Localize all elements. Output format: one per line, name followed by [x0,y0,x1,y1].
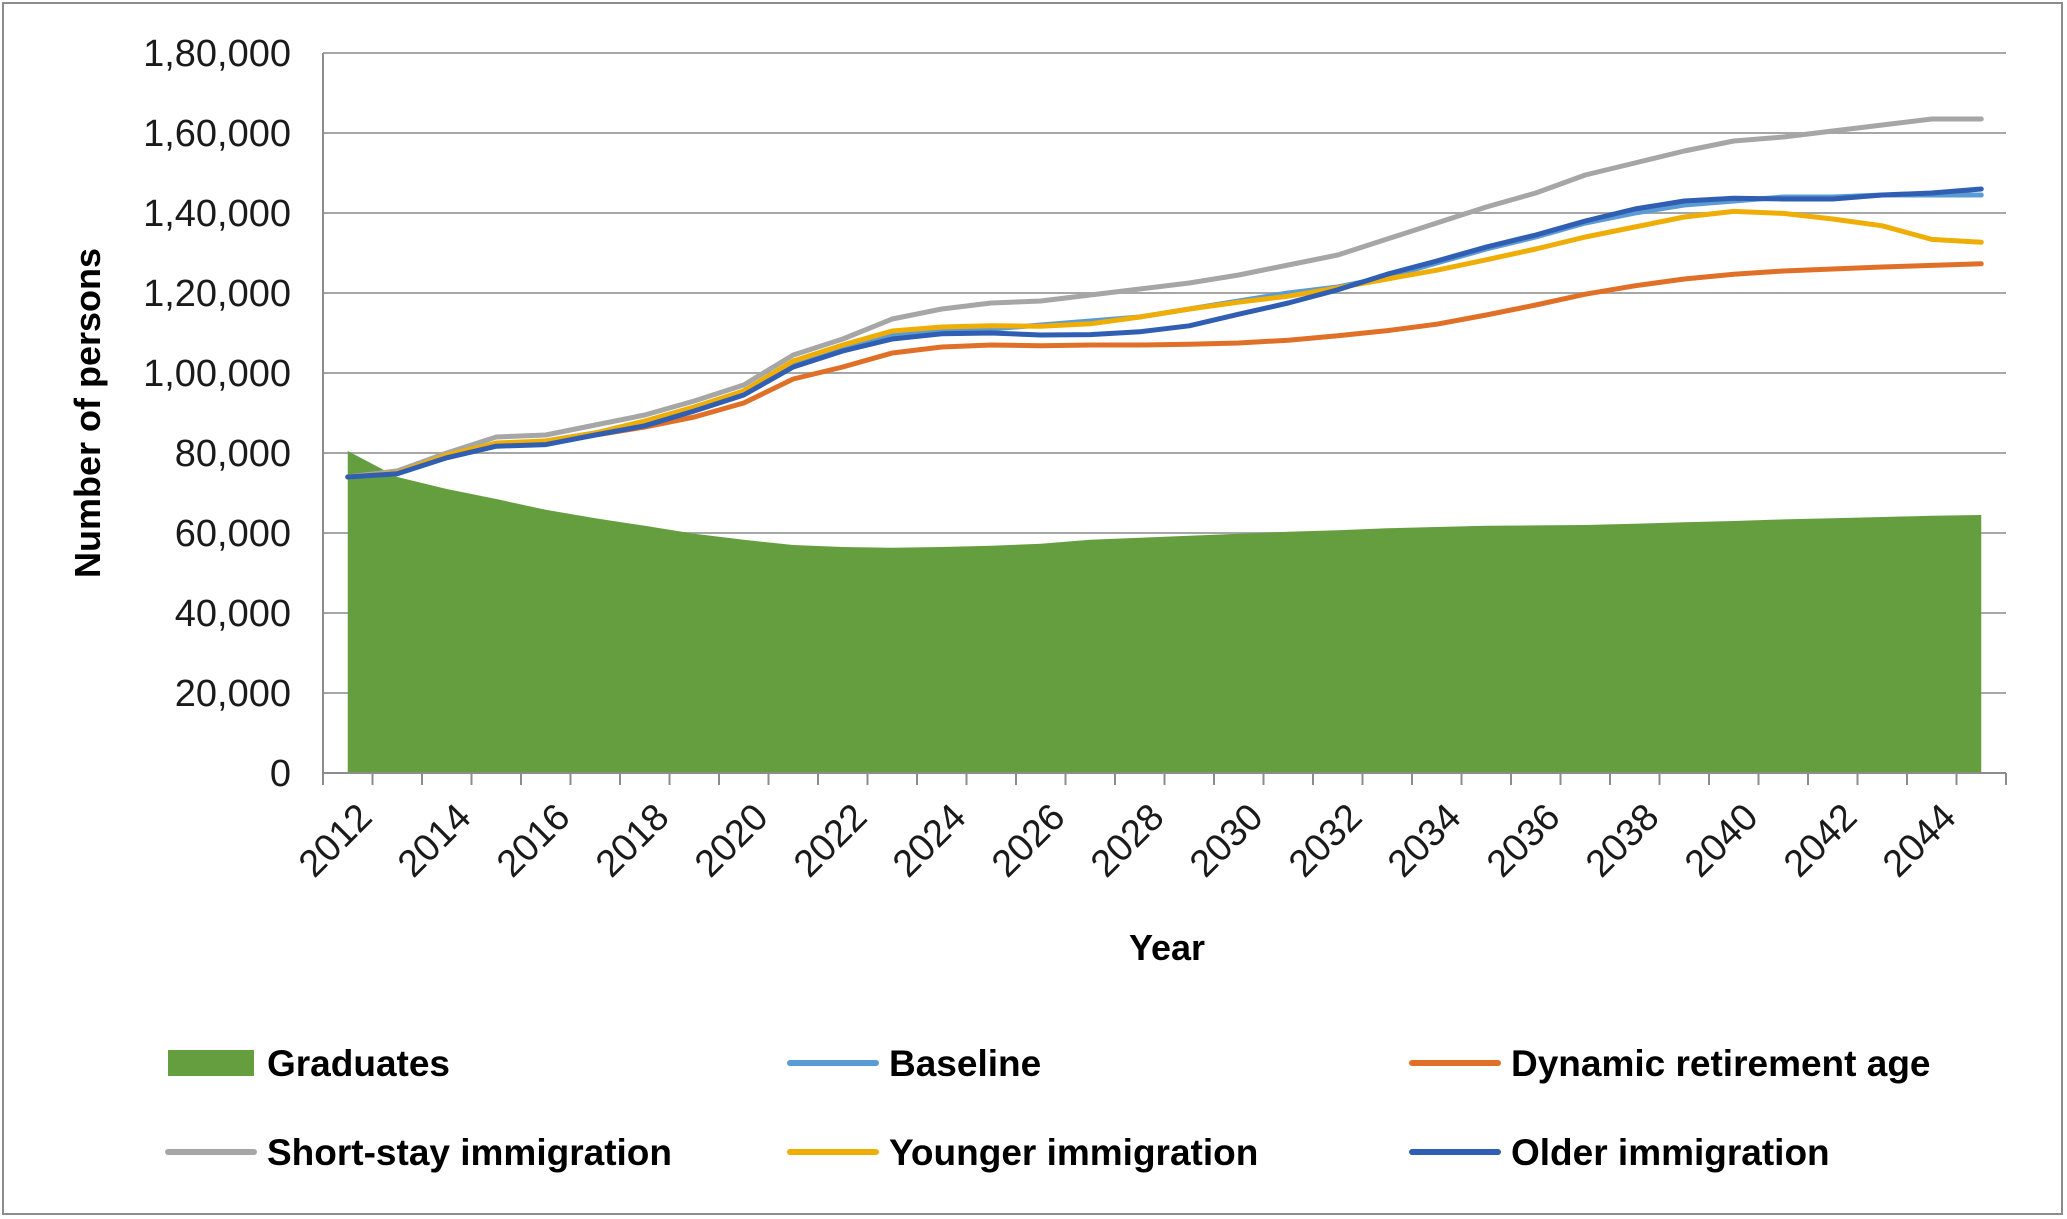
x-tick-label: 2030 [1182,796,1271,885]
x-tick-label: 2024 [885,796,974,885]
legend-label-younger-immigration: Younger immigration [889,1132,1258,1173]
x-tick-label: 2016 [489,796,578,885]
x-tick-label: 2020 [687,796,776,885]
y-tick-label: 1,00,000 [143,353,291,395]
y-tick-label: 1,40,000 [143,193,291,235]
y-tick-label: 60,000 [175,513,291,555]
y-tick-label: 40,000 [175,593,291,635]
y-tick-label: 0 [270,753,291,795]
series-area-graduates [347,451,1982,773]
legend-label-short-stay-immigration: Short-stay immigration [267,1132,672,1173]
x-tick-label: 2012 [291,796,380,885]
y-tick-label: 80,000 [175,433,291,475]
legend-label-older-immigration: Older immigration [1511,1132,1830,1173]
y-tick-label: 1,80,000 [143,33,291,75]
y-tick-label: 20,000 [175,673,291,715]
legend-label-graduates: Graduates [267,1043,450,1084]
x-tick-label: 2036 [1479,796,1568,885]
x-tick-label: 2026 [984,796,1073,885]
series-line-younger-immigration [345,208,1984,480]
y-axis-title: Number of persons [67,248,108,578]
x-tick-label: 2034 [1380,796,1469,885]
series-line-dynamic-retirement-age [345,261,1984,480]
series-line-older-immigration [345,186,1984,480]
x-tick-label: 2040 [1677,796,1766,885]
series-line-short-stay-immigration [345,116,1984,480]
legend-label-dynamic-retirement-age: Dynamic retirement age [1511,1043,1931,1084]
y-tick-label: 1,60,000 [143,113,291,155]
x-tick-label: 2014 [390,796,479,885]
x-tick-label: 2044 [1875,796,1964,885]
legend-label-baseline: Baseline [889,1043,1041,1084]
y-tick-label: 1,20,000 [143,273,291,315]
legend: Graduates Baseline Dynamic retirement age S… [165,1043,1931,1173]
x-axis-title: Year [1129,927,1205,968]
x-tick-label: 2028 [1083,796,1172,885]
x-tick-label: 2038 [1578,796,1667,885]
x-tick-label: 2032 [1281,796,1370,885]
legend-swatch-graduates [168,1050,254,1076]
x-tick-label: 2022 [786,796,875,885]
x-tick-label: 2042 [1776,796,1865,885]
x-tick-label: 2018 [588,796,677,885]
